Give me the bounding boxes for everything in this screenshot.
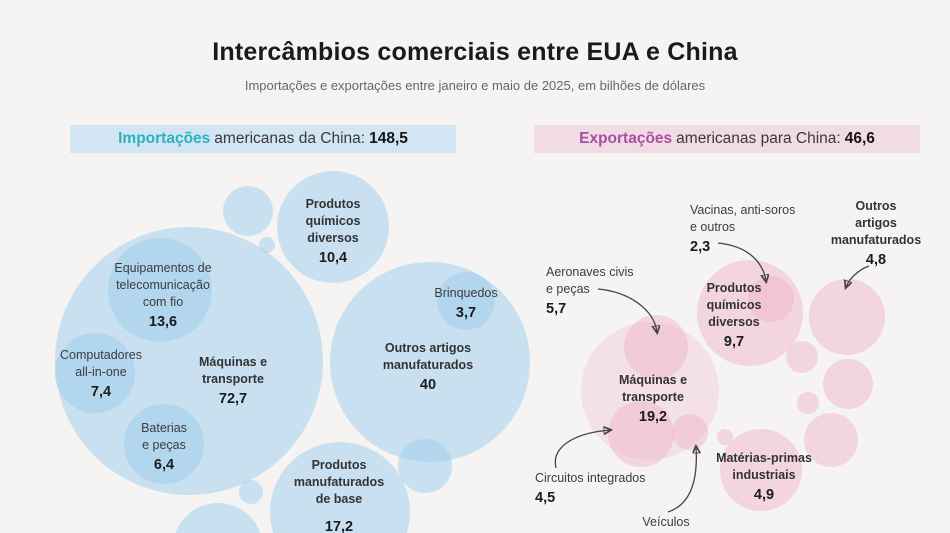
bubble-imp-computadores: [55, 333, 135, 413]
label-imp-prod-manufaturados: Produtos manufaturados de base 17,2: [293, 458, 385, 533]
label-exp-circuitos: Circuitos integrados 4,5: [535, 471, 646, 506]
label-imp-equipamentos: Equipamentos de telecomunicação com fio …: [114, 261, 212, 330]
bubble-exp-misc-2: [786, 341, 818, 373]
exports-banner-value: 46,6: [844, 130, 875, 147]
bubble-exp-veiculos: [672, 414, 708, 450]
bubble-imp-outros-artigos: [330, 262, 530, 462]
bubble-imp-prod-quimicos: [277, 171, 389, 283]
bubble-imp-misc-1: [223, 186, 273, 236]
bubble-exp-materias-primas: [720, 429, 802, 511]
imports-banner-value: 148,5: [369, 130, 408, 147]
imports-banner-keyword: Importações: [118, 130, 211, 147]
imports-banner-text: americanas da China:: [214, 130, 366, 147]
label-exp-maquinas: Máquinas e transporte 19,2: [618, 373, 688, 425]
bubble-exp-misc-5: [804, 413, 858, 467]
label-imp-prod-quimicos: Produtos químicos diversos 10,4: [305, 197, 361, 266]
page-title: Intercâmbios comerciais entre EUA e Chin…: [212, 38, 738, 66]
bubble-imp-equipamentos-telecom: [108, 238, 212, 342]
bubble-exp-aeronaves: [624, 315, 688, 379]
bubble-imp-brinquedos: [437, 272, 495, 330]
bubble-exp-misc-4: [797, 392, 819, 414]
label-imp-computadores: Computadores all-in-one 7,4: [60, 348, 142, 400]
exports-banner-keyword: Exportações: [579, 130, 673, 147]
bubble-exp-misc-3: [823, 359, 873, 409]
bubble-imp-misc-5: [173, 503, 263, 533]
label-exp-vacinas: Vacinas, anti-soros e outros 2,3: [690, 203, 796, 255]
page-subtitle: Importações e exportações entre janeiro …: [244, 78, 706, 93]
bubble-exp-outros-artigos: [809, 279, 885, 355]
label-exp-aeronaves: Aeronaves civis e peças 5,7: [546, 265, 634, 317]
bubble-exp-vacinas: [748, 276, 794, 322]
arrow-veiculos: [667, 447, 696, 513]
label-imp-maquinas: Máquinas e transporte 72,7: [198, 355, 268, 407]
label-imp-brinquedos: Brinquedos 3,7: [434, 286, 498, 321]
label-exp-materias-primas: Matérias-primas industriais 4,9: [716, 451, 812, 503]
label-exp-prod-quimicos: Produtos químicos diversos 9,7: [706, 281, 762, 350]
exports-banner: Exportações americanas para China: 46,6: [534, 125, 920, 153]
bubble-imp-misc-2: [259, 237, 275, 253]
bubble-imp-baterias: [124, 404, 204, 484]
label-imp-baterias: Baterias e peças 6,4: [141, 421, 187, 473]
bubble-exp-circuitos: [608, 401, 674, 467]
label-exp-outros-artigos: Outros artigos manufaturados 4,8: [830, 199, 922, 268]
exports-banner-text: americanas para China:: [676, 130, 841, 147]
imports-banner: Importações americanas da China: 148,5: [70, 125, 456, 153]
bubble-exp-misc-1: [717, 429, 733, 445]
label-exp-veiculos: Veículos: [642, 515, 690, 529]
bubble-imp-misc-4: [239, 480, 263, 504]
bubble-imp-misc-3: [398, 439, 452, 493]
label-imp-outros-artigos: Outros artigos manufaturados 40: [382, 341, 474, 393]
